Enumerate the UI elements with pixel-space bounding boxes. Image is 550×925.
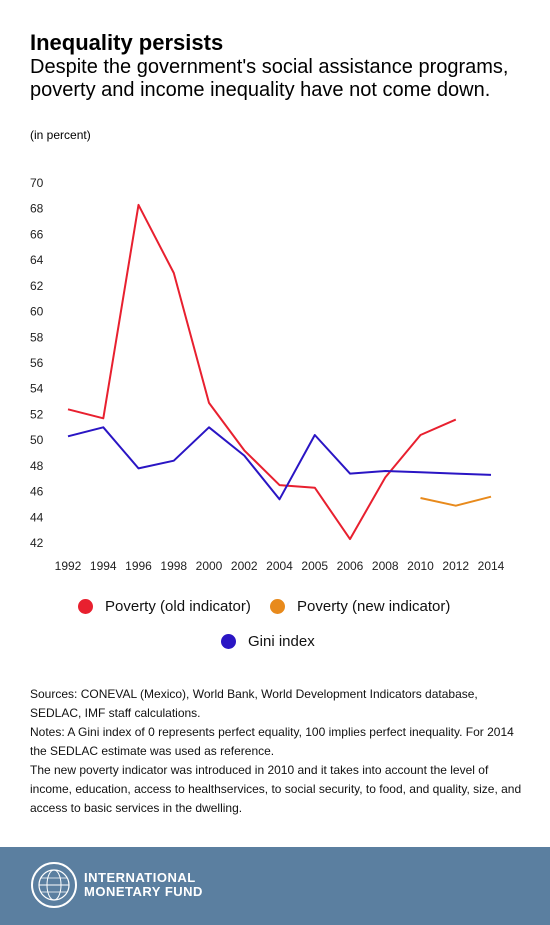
brand-line-2: MONETARY FUND bbox=[84, 884, 203, 899]
y-tick-label: 52 bbox=[30, 407, 44, 421]
legend-swatch-poverty-old bbox=[78, 599, 93, 614]
x-tick-label: 1996 bbox=[125, 559, 152, 573]
series-line-1 bbox=[420, 495, 492, 507]
series-line-0 bbox=[67, 203, 457, 541]
y-tick-label: 62 bbox=[30, 279, 44, 293]
x-tick-label: 2004 bbox=[266, 559, 293, 573]
x-tick-label: 1998 bbox=[160, 559, 187, 573]
x-axis-ticks: 1992 1994 1996 1998 2000 2002 2004 2005 2006 2008… bbox=[55, 559, 505, 573]
x-tick-label: 2014 bbox=[478, 559, 505, 573]
y-tick-label: 60 bbox=[30, 305, 44, 319]
x-tick-label: 2006 bbox=[337, 559, 364, 573]
x-tick-label: 2005 bbox=[301, 559, 328, 573]
y-tick-label: 50 bbox=[30, 433, 44, 447]
x-tick-label: 2000 bbox=[196, 559, 223, 573]
legend-item-gini: Gini index bbox=[221, 633, 315, 650]
sources-note: Sources: CONEVAL (Mexico), World Bank, W… bbox=[30, 687, 478, 720]
legend-swatch-poverty-new bbox=[270, 599, 285, 614]
legend-label-poverty-new: Poverty (new indicator) bbox=[297, 598, 451, 615]
legend-label-gini: Gini index bbox=[248, 633, 315, 650]
x-tick-label: 2008 bbox=[372, 559, 399, 573]
imf-seal-icon bbox=[31, 862, 77, 908]
y-tick-label: 54 bbox=[30, 382, 44, 396]
x-tick-label: 2012 bbox=[442, 559, 469, 573]
y-tick-label: 56 bbox=[30, 356, 44, 370]
gini-note: Notes: A Gini index of 0 represents perf… bbox=[30, 725, 514, 758]
y-tick-label: 48 bbox=[30, 459, 44, 473]
y-tick-label: 66 bbox=[30, 227, 44, 241]
series-line-2 bbox=[67, 426, 492, 501]
y-tick-label: 58 bbox=[30, 330, 44, 344]
x-tick-label: 2002 bbox=[231, 559, 258, 573]
x-tick-label: 2010 bbox=[407, 559, 434, 573]
poverty-note: The new poverty indicator was introduced… bbox=[30, 763, 522, 815]
y-tick-label: 64 bbox=[30, 253, 44, 267]
y-axis-ticks: 70 68 66 64 62 60 58 56 54 52 50 48 46 44 42 bbox=[30, 176, 44, 550]
unit-label: (in percent) bbox=[30, 128, 91, 142]
y-tick-label: 70 bbox=[30, 176, 44, 190]
series-lines bbox=[67, 203, 492, 541]
y-tick-label: 46 bbox=[30, 485, 44, 499]
page-subtitle: Despite the government's social assistan… bbox=[30, 56, 509, 101]
page-title: Inequality persists bbox=[30, 30, 224, 55]
brand-line-1: INTERNATIONAL bbox=[84, 870, 196, 885]
legend-swatch-gini bbox=[221, 634, 236, 649]
legend-label-poverty-old: Poverty (old indicator) bbox=[105, 598, 251, 615]
y-tick-label: 44 bbox=[30, 510, 44, 524]
footer-bar: INTERNATIONAL MONETARY FUND bbox=[0, 847, 550, 925]
y-tick-label: 68 bbox=[30, 202, 44, 216]
imf-brand: INTERNATIONAL MONETARY FUND bbox=[84, 871, 203, 899]
y-tick-label: 42 bbox=[30, 536, 44, 550]
notes: Sources: CONEVAL (Mexico), World Bank, W… bbox=[30, 685, 525, 818]
legend-item-poverty-old: Poverty (old indicator) bbox=[78, 598, 251, 615]
x-tick-label: 1994 bbox=[90, 559, 117, 573]
x-tick-label: 1992 bbox=[55, 559, 82, 573]
legend-item-poverty-new: Poverty (new indicator) bbox=[270, 598, 450, 615]
